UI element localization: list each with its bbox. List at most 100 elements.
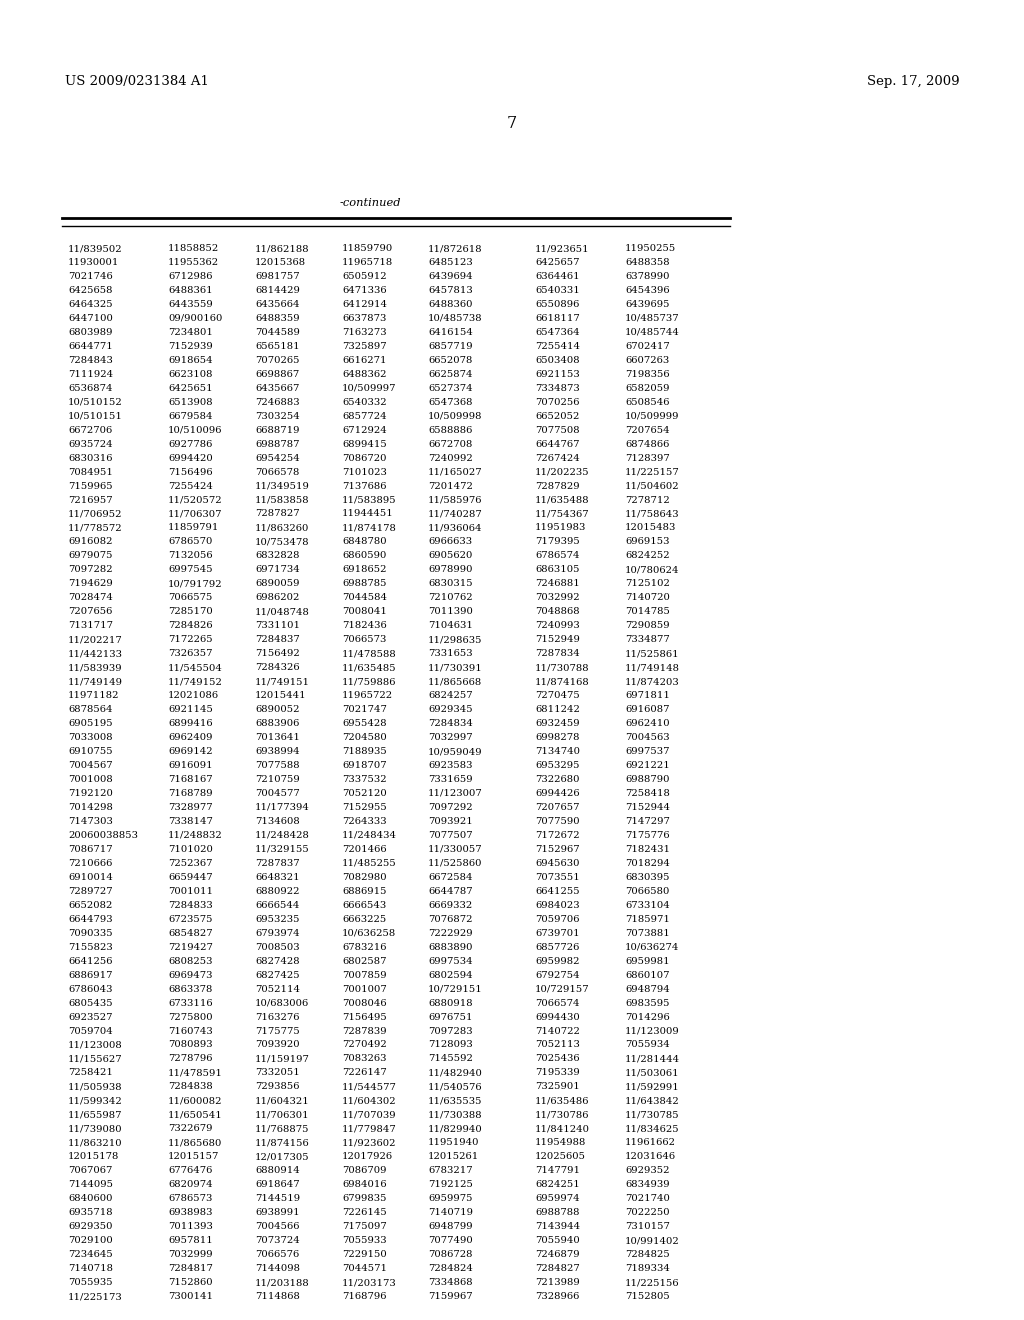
Text: 11/525860: 11/525860 <box>428 859 482 867</box>
Text: 7246881: 7246881 <box>535 579 580 589</box>
Text: 6984023: 6984023 <box>535 900 580 909</box>
Text: 7210762: 7210762 <box>428 593 473 602</box>
Text: 7086728: 7086728 <box>428 1250 472 1259</box>
Text: 11/504602: 11/504602 <box>625 482 680 491</box>
Text: 7300141: 7300141 <box>168 1292 213 1302</box>
Text: 6918707: 6918707 <box>342 762 387 770</box>
Text: 7066576: 7066576 <box>255 1250 299 1259</box>
Text: 6824257: 6824257 <box>428 692 473 700</box>
Text: 6927786: 6927786 <box>168 440 212 449</box>
Text: 7284837: 7284837 <box>255 635 300 644</box>
Text: 7289727: 7289727 <box>68 887 113 896</box>
Text: 11/749149: 11/749149 <box>68 677 123 686</box>
Text: 7073551: 7073551 <box>535 873 580 882</box>
Text: 10/509999: 10/509999 <box>625 412 680 421</box>
Text: 11/545504: 11/545504 <box>168 663 223 672</box>
Text: 7093920: 7093920 <box>255 1040 300 1049</box>
Text: 7152944: 7152944 <box>625 803 670 812</box>
Text: 6582059: 6582059 <box>625 384 670 393</box>
Text: 12025605: 12025605 <box>535 1152 586 1162</box>
Text: 7152949: 7152949 <box>535 635 580 644</box>
Text: 7055934: 7055934 <box>625 1040 670 1049</box>
Text: 11/872618: 11/872618 <box>428 244 482 253</box>
Text: 7083263: 7083263 <box>342 1055 386 1064</box>
Text: 7101020: 7101020 <box>168 845 213 854</box>
Text: 6814429: 6814429 <box>255 286 300 294</box>
Text: 7284825: 7284825 <box>625 1250 670 1259</box>
Text: 7252367: 7252367 <box>168 859 213 867</box>
Text: 6988788: 6988788 <box>535 1208 580 1217</box>
Text: 7147791: 7147791 <box>535 1167 580 1175</box>
Text: 11/829940: 11/829940 <box>428 1125 482 1134</box>
Text: Sep. 17, 2009: Sep. 17, 2009 <box>867 75 961 88</box>
Text: 6910014: 6910014 <box>68 873 113 882</box>
Text: 6416154: 6416154 <box>428 327 473 337</box>
Text: 7234801: 7234801 <box>168 327 213 337</box>
Text: 6588886: 6588886 <box>428 425 472 434</box>
Text: 6792754: 6792754 <box>535 970 580 979</box>
Text: 7246879: 7246879 <box>535 1250 580 1259</box>
Text: 7084951: 7084951 <box>68 467 113 477</box>
Text: 6663225: 6663225 <box>342 915 386 924</box>
Text: 7334873: 7334873 <box>535 384 580 393</box>
Text: 7275800: 7275800 <box>168 1012 213 1022</box>
Text: 11/203173: 11/203173 <box>342 1278 396 1287</box>
Text: 20060038853: 20060038853 <box>68 830 138 840</box>
Text: 6948799: 6948799 <box>428 1222 473 1232</box>
Text: 6923583: 6923583 <box>428 762 472 770</box>
Text: 11/874168: 11/874168 <box>535 677 590 686</box>
Text: 7284824: 7284824 <box>428 1265 473 1272</box>
Text: 11/758643: 11/758643 <box>625 510 680 519</box>
Text: 6712924: 6712924 <box>342 425 387 434</box>
Text: 7172672: 7172672 <box>535 830 580 840</box>
Text: 7293856: 7293856 <box>255 1082 299 1092</box>
Text: 7201472: 7201472 <box>428 482 473 491</box>
Text: 7168796: 7168796 <box>342 1292 386 1302</box>
Text: 7172265: 7172265 <box>168 635 213 644</box>
Text: 7070256: 7070256 <box>535 397 580 407</box>
Text: 7188935: 7188935 <box>342 747 387 756</box>
Text: 6959981: 6959981 <box>625 957 670 966</box>
Text: 6988785: 6988785 <box>342 579 386 589</box>
Text: 6883890: 6883890 <box>428 942 472 952</box>
Text: 6435664: 6435664 <box>255 300 299 309</box>
Text: 6935718: 6935718 <box>68 1208 113 1217</box>
Text: 7132056: 7132056 <box>168 552 213 561</box>
Text: 11/478591: 11/478591 <box>168 1068 223 1077</box>
Text: 7287829: 7287829 <box>535 482 580 491</box>
Text: 6899415: 6899415 <box>342 440 387 449</box>
Text: 7128397: 7128397 <box>625 454 670 462</box>
Text: 7163276: 7163276 <box>255 1012 299 1022</box>
Text: 6672708: 6672708 <box>428 440 472 449</box>
Text: 10/683006: 10/683006 <box>255 998 309 1007</box>
Text: 7255424: 7255424 <box>168 482 213 491</box>
Text: 11/730388: 11/730388 <box>428 1110 482 1119</box>
Text: 6978990: 6978990 <box>428 565 472 574</box>
Text: 7168167: 7168167 <box>168 775 213 784</box>
Text: 11/635535: 11/635535 <box>428 1097 482 1105</box>
Text: 6652052: 6652052 <box>535 412 580 421</box>
Text: 6935724: 6935724 <box>68 440 113 449</box>
Text: 6644793: 6644793 <box>68 915 113 924</box>
Text: 7066580: 7066580 <box>625 887 670 896</box>
Text: 6916091: 6916091 <box>168 762 213 770</box>
Text: 6954254: 6954254 <box>255 454 300 462</box>
Text: 11/123008: 11/123008 <box>68 1040 123 1049</box>
Text: 6878564: 6878564 <box>68 705 113 714</box>
Text: 6786573: 6786573 <box>168 1195 212 1204</box>
Text: 7140722: 7140722 <box>535 1027 580 1035</box>
Text: 6918652: 6918652 <box>342 565 386 574</box>
Text: 6840600: 6840600 <box>68 1195 113 1204</box>
Text: 11/635486: 11/635486 <box>535 1097 590 1105</box>
Text: 6637873: 6637873 <box>342 314 386 323</box>
Text: 7213989: 7213989 <box>535 1278 580 1287</box>
Text: 10/791792: 10/791792 <box>168 579 222 589</box>
Text: 11930001: 11930001 <box>68 257 120 267</box>
Text: 7338147: 7338147 <box>168 817 213 826</box>
Text: 6565181: 6565181 <box>255 342 300 351</box>
Text: 7331101: 7331101 <box>255 622 300 630</box>
Text: 7234645: 7234645 <box>68 1250 113 1259</box>
Text: 6618117: 6618117 <box>535 314 580 323</box>
Text: 7052113: 7052113 <box>535 1040 580 1049</box>
Text: 6890052: 6890052 <box>255 705 299 714</box>
